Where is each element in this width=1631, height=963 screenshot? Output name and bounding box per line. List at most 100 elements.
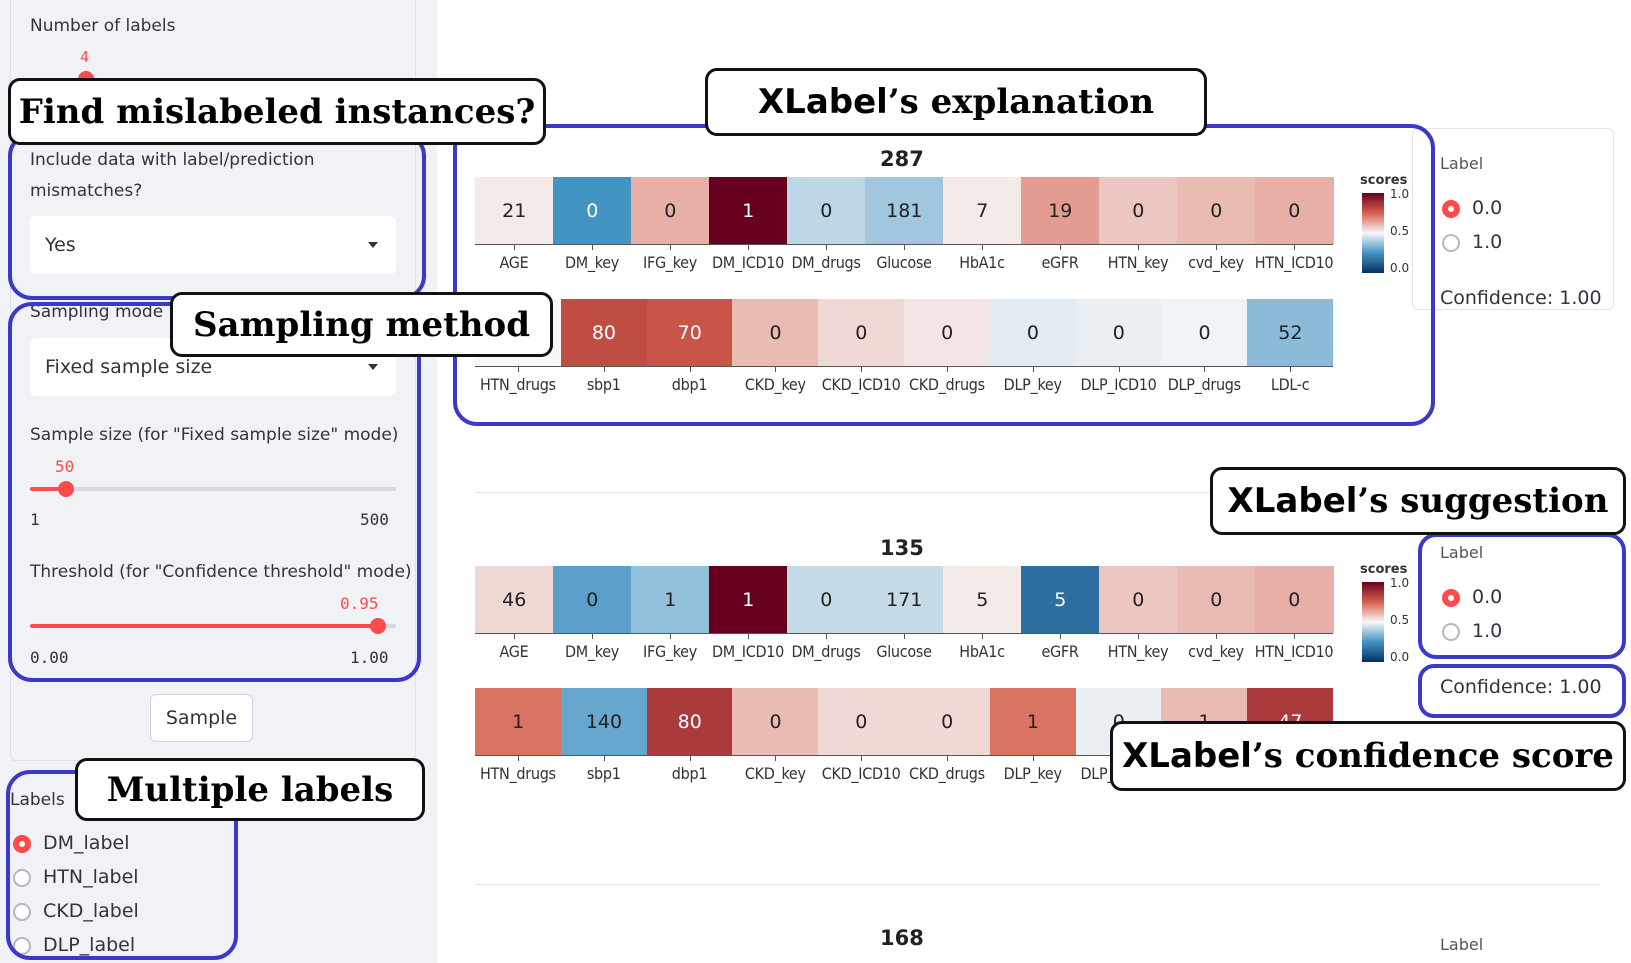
- feature-label: CKD_ICD10: [821, 375, 901, 394]
- sampling-mode-label: Sampling mode: [30, 302, 164, 322]
- feature-label: Glucose: [876, 642, 932, 661]
- confidence-text: Confidence: 1.00: [1440, 676, 1602, 698]
- heatmap-cell: 0: [989, 299, 1077, 366]
- feature-label: sbp1: [586, 764, 621, 783]
- callout-confidence-rest: ’s confidence score: [1251, 736, 1614, 776]
- feature-label: eGFR: [1041, 253, 1079, 272]
- heatmap-tick: [861, 755, 863, 761]
- colorbar-tick-label: 1.0: [1390, 187, 1410, 201]
- feature-label: HbA1c: [959, 253, 1005, 272]
- heatmap-axis: [475, 366, 1333, 367]
- feature-label: DM_drugs: [791, 253, 861, 272]
- heatmap-tick: [603, 366, 605, 372]
- confidence-highlight: [1418, 664, 1626, 718]
- label-radio-1[interactable]: [1442, 234, 1460, 252]
- heatmap-cell: 0: [904, 688, 991, 755]
- mismatch-label-line2: mismatches?: [30, 181, 143, 201]
- feature-label: CKD_ICD10: [821, 764, 901, 783]
- heatmap-tick: [946, 366, 948, 372]
- label-panel-title: Label: [1440, 154, 1484, 173]
- num-labels-value: 4: [80, 48, 90, 66]
- sample-size-slider-fill: [30, 487, 66, 491]
- sample-size-label: Sample size (for "Fixed sample size" mod…: [30, 425, 399, 445]
- heatmap-cell: 0: [1075, 299, 1162, 366]
- sample-size-slider-thumb[interactable]: [57, 481, 74, 497]
- callout-explanation-rest: ’s explanation: [887, 82, 1155, 122]
- label-radio-0[interactable]: [1442, 589, 1460, 607]
- feature-label: HTN_ICD10: [1254, 642, 1334, 661]
- feature-label: dbp1: [671, 764, 708, 783]
- heatmap-cell: 46: [475, 566, 554, 633]
- heatmap-tick: [982, 244, 983, 250]
- heatmap-tick: [1294, 244, 1295, 250]
- heatmap-cell: 181: [865, 177, 944, 244]
- heatmap-cell: 0: [553, 177, 632, 244]
- label-radio-ckd_label[interactable]: [13, 903, 31, 921]
- feature-label: CKD_key: [744, 764, 806, 783]
- callout-multiple-labels: Multiple labels: [75, 758, 425, 821]
- label-card: [1412, 128, 1614, 310]
- feature-label: CKD_drugs: [908, 764, 985, 783]
- heatmap-cell: 140: [560, 688, 648, 755]
- feature-label: CKD_drugs: [908, 375, 985, 394]
- heatmap-tick: [1060, 633, 1061, 639]
- heatmap-cell: 0: [631, 177, 710, 244]
- heatmap-tick: [1204, 366, 1206, 372]
- heatmap-cell: 0: [1099, 566, 1178, 633]
- sample-button[interactable]: Sample: [150, 694, 253, 742]
- confidence-text: Confidence: 1.00: [1440, 287, 1602, 309]
- label-radio-dm_label[interactable]: [13, 835, 31, 853]
- heatmap-tick: [603, 755, 605, 761]
- heatmap-tick: [861, 366, 863, 372]
- heatmap-tick: [904, 244, 905, 250]
- label-radio-1[interactable]: [1442, 623, 1460, 641]
- colorbar: [1362, 582, 1384, 662]
- heatmap-cell: 1: [709, 566, 788, 633]
- colorbar-title: scores: [1360, 562, 1408, 577]
- heatmap-cell: 7: [943, 177, 1022, 244]
- heatmap-cell: 0: [1255, 177, 1334, 244]
- heatmap-cell: 1: [989, 688, 1077, 755]
- sample-size-value: 50: [55, 457, 75, 476]
- feature-label: cvd_key: [1188, 253, 1244, 272]
- feature-label: DLP_drugs: [1167, 375, 1241, 394]
- heatmap-tick: [775, 755, 777, 761]
- heatmap-cell: 0: [904, 299, 991, 366]
- heatmap-tick: [826, 244, 827, 250]
- label-panel-title: Label: [1440, 543, 1484, 562]
- heatmap-cell: 0: [787, 177, 866, 244]
- suggestion-highlight: [1418, 533, 1626, 659]
- sample-size-slider-track[interactable]: [30, 487, 396, 491]
- threshold-slider-thumb[interactable]: [369, 618, 386, 634]
- feature-label: LDL-c: [1270, 375, 1310, 394]
- heatmap-cell: 5: [943, 566, 1022, 633]
- sample-size-min: 1: [30, 510, 40, 529]
- heatmap-tick: [592, 633, 593, 639]
- callout-find-mislabeled: Find mislabeled instances?: [8, 78, 546, 145]
- heatmap-tick: [748, 633, 749, 639]
- label-panel-title: Label: [1440, 935, 1484, 954]
- callout-suggestion-rest: ’s suggestion: [1357, 481, 1609, 521]
- callout-sampling-method: Sampling method: [170, 292, 553, 357]
- heatmap-cell: 19: [1021, 177, 1100, 244]
- heatmap-tick: [592, 244, 593, 250]
- label-radio-htn_label[interactable]: [13, 869, 31, 887]
- sampling-mode-select-value: Fixed sample size: [45, 356, 213, 378]
- label-radio-0[interactable]: [1442, 200, 1460, 218]
- labels-group-label: Labels: [10, 790, 65, 810]
- label-option-text: DM_label: [43, 832, 130, 854]
- feature-label: HbA1c: [959, 642, 1005, 661]
- threshold-value: 0.95: [340, 594, 379, 613]
- feature-label: Glucose: [876, 253, 932, 272]
- heatmap-cell: 1: [475, 688, 562, 755]
- threshold-slider-fill: [30, 624, 378, 628]
- feature-label: AGE: [499, 642, 529, 661]
- feature-label: HTN_key: [1107, 253, 1169, 272]
- feature-label: DLP_ICD10: [1080, 375, 1157, 394]
- heatmap-tick: [1216, 633, 1217, 639]
- heatmap-tick: [1294, 633, 1295, 639]
- heatmap-tick: [1032, 366, 1034, 372]
- heatmap-cell: 80: [646, 688, 733, 755]
- threshold-label: Threshold (for "Confidence threshold" mo…: [30, 562, 412, 582]
- mismatch-select[interactable]: Yes: [30, 216, 396, 274]
